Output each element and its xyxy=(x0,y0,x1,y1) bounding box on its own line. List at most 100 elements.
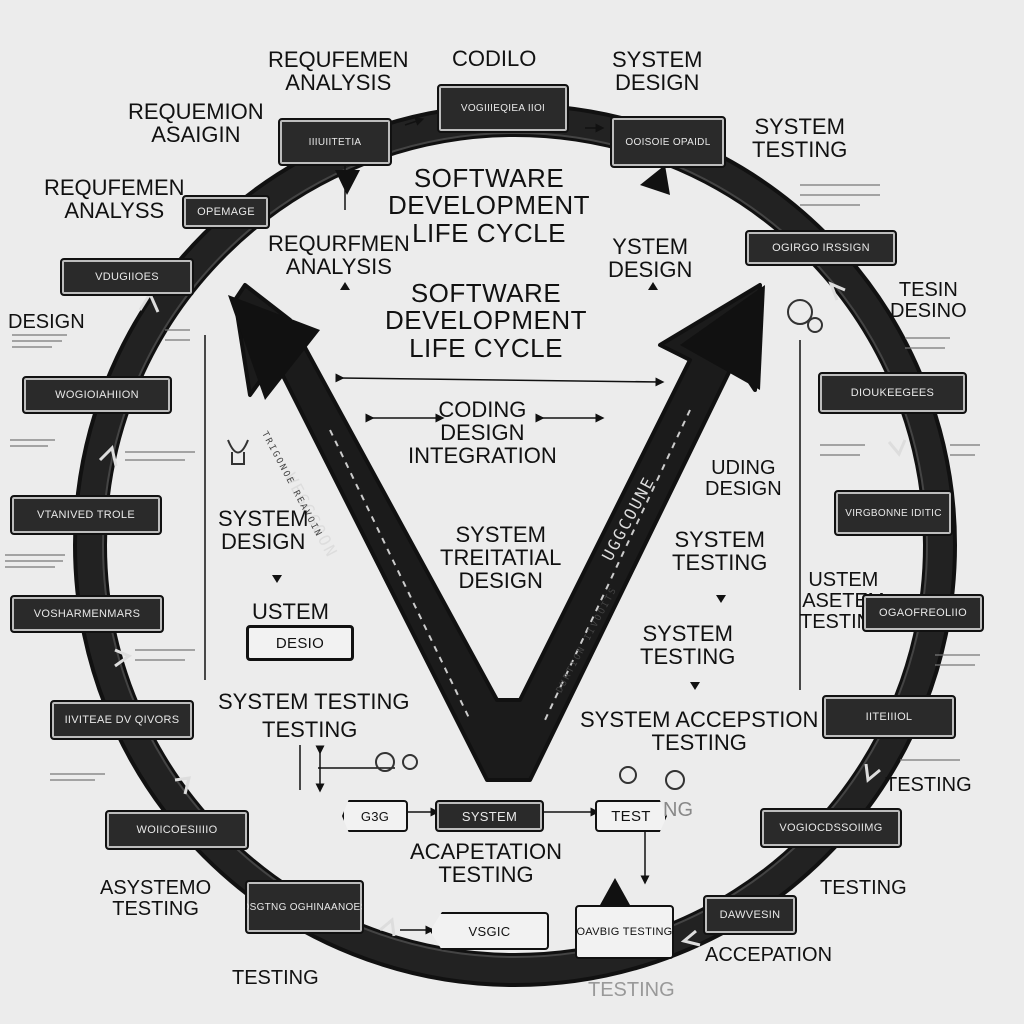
v-left-dashline xyxy=(329,429,471,721)
label-coding-top: CODILO xyxy=(452,46,537,71)
knob-icon xyxy=(375,752,395,772)
ring-box: VSGIC xyxy=(430,912,549,950)
ring-chevron-icon xyxy=(680,929,701,947)
test-box: TEST xyxy=(595,800,667,832)
scribble xyxy=(800,184,880,206)
label-line: SYSTEM xyxy=(455,522,546,547)
pointer-icon xyxy=(716,595,726,603)
title-line: SOFTWARE xyxy=(410,278,562,308)
v-arrow-left-head xyxy=(228,295,320,400)
label-line: TESTING xyxy=(438,862,534,888)
label-ng: NG xyxy=(663,799,693,821)
label-asystemo-testing: ASYSTEMO TESTING xyxy=(100,878,211,920)
label-line: DESIGN xyxy=(440,420,525,446)
pointer-icon xyxy=(648,282,658,290)
label-system-treitatial-design: SYSTEM TREITATIAL DESIGN xyxy=(440,523,561,592)
scribble xyxy=(12,334,67,348)
scribble xyxy=(50,773,105,781)
label-system-design-left: SYSTEM DESIGN xyxy=(218,507,308,553)
label-line: INTEGRATION xyxy=(408,443,557,469)
label-system-testing-wide: SYSTEM TESTING xyxy=(218,689,410,714)
label-line: USTEM xyxy=(808,569,879,591)
label-line: DESIGN xyxy=(458,568,543,594)
pointer-icon xyxy=(340,282,350,290)
label-line: DESIGN xyxy=(608,257,693,283)
scribble xyxy=(135,649,195,661)
ring-box: OSGTNG OGHINAANOES xyxy=(245,880,364,934)
label-line: SYSTEM xyxy=(612,47,703,72)
ring-box: VTANIVED TROLE xyxy=(10,495,162,535)
label-line: REQUEMION xyxy=(128,99,264,124)
label-line: SYSTEM ACCEPSTION xyxy=(580,707,819,732)
label-coding-design-integration: CODING DESIGN INTEGRATION xyxy=(408,398,557,467)
scribble xyxy=(5,554,65,568)
ring-box: DAWVESIN xyxy=(703,895,797,935)
label-acceptation: ACCEPATION xyxy=(705,944,833,966)
ring-box: OGIRGO IRSSIGN xyxy=(745,230,897,266)
cup-icon xyxy=(227,439,249,465)
label-system-acceptance-testing: SYSTEM ACCEPSTION TESTING xyxy=(580,708,818,754)
system-box: SYSTEM xyxy=(435,800,544,832)
ring-chevron-icon xyxy=(114,648,133,668)
label-line: TREITATIAL xyxy=(440,545,562,571)
ring-box: IITEIIIOL xyxy=(822,695,956,739)
pointer-icon xyxy=(640,165,670,195)
ring-chevron-icon xyxy=(828,281,846,301)
label-line: TESTING xyxy=(112,898,199,920)
ring-box: VIRGBONNE IDITIC xyxy=(834,490,953,536)
label-testing-faded: TESTING xyxy=(262,717,358,742)
label-line: REQURFMEN xyxy=(268,231,410,256)
label-system-testing-right-1: SYSTEM TESTING xyxy=(672,528,767,574)
label-acceptation-testing: ACAPETATION TESTING xyxy=(410,840,562,886)
ring-box: VDUGIIOES xyxy=(60,258,194,296)
label-line: DESINO xyxy=(890,300,967,322)
connector-line xyxy=(404,117,425,126)
pointer-marks xyxy=(272,165,726,905)
label-requirement-assign: REQUEMION ASAIGIN xyxy=(128,100,264,146)
title-software-development-life-cycle: SOFTWARE DEVELOPMENT LIFE CYCLE xyxy=(388,163,590,247)
label-requirement-analysis-inner: REQURFMEN ANALYSIS xyxy=(268,232,410,278)
pointer-icon xyxy=(272,575,282,583)
label-line: REQUFEMEN xyxy=(268,47,409,72)
label-line: REQUFEMEN xyxy=(44,175,185,200)
knob-icon xyxy=(807,317,823,333)
scribble xyxy=(10,439,55,447)
knob-decorations xyxy=(227,299,823,790)
g3g-box: G3G xyxy=(342,800,408,832)
knob-icon xyxy=(402,754,418,770)
ring-chevron-icon xyxy=(174,776,191,795)
pointer-icon xyxy=(600,878,630,905)
pointer-icon xyxy=(690,682,700,690)
scribble xyxy=(165,329,190,341)
label-tesin-design: TESIN DESINO xyxy=(890,280,967,322)
title-line: SOFTWARE xyxy=(413,163,565,193)
label-line: ASAIGIN xyxy=(151,122,241,148)
title-line: DEVELOPMENT xyxy=(385,305,587,336)
ring-box: VOSHARMENMARS xyxy=(10,595,164,633)
label-system-testing-right-2: SYSTEM TESTING xyxy=(640,622,735,668)
scribble xyxy=(820,444,865,456)
label-line: TESIN xyxy=(898,279,958,301)
label-line: TESTING xyxy=(752,137,848,163)
scribble xyxy=(905,337,950,349)
label-line: SYSTEM xyxy=(642,621,733,646)
label-line: YSTEM xyxy=(612,234,689,259)
label-ustem: USTEM xyxy=(252,599,329,624)
scribble-notes xyxy=(5,184,980,781)
scribble xyxy=(125,451,195,461)
knob-icon xyxy=(619,766,637,784)
label-line: TESTING xyxy=(672,550,768,576)
label-line: ANALYSIS xyxy=(285,70,392,96)
ring-chevron-icon xyxy=(864,763,881,783)
label-line: CODING xyxy=(438,397,527,422)
ring-box: VOGIIIEQIEA IIOI xyxy=(437,84,569,133)
v-arrow-right-head xyxy=(680,285,765,390)
ring-box: WOIICOESIIIIO xyxy=(105,810,249,850)
label-line: DESIGN xyxy=(615,70,700,96)
label-line: DESIGN xyxy=(705,478,782,500)
label-testing-right-lower: TESTING xyxy=(820,877,907,899)
ring-box: OPEMAGE xyxy=(182,195,270,229)
v-right-dashline xyxy=(544,409,691,721)
label-design-left: DESIGN xyxy=(8,311,85,333)
